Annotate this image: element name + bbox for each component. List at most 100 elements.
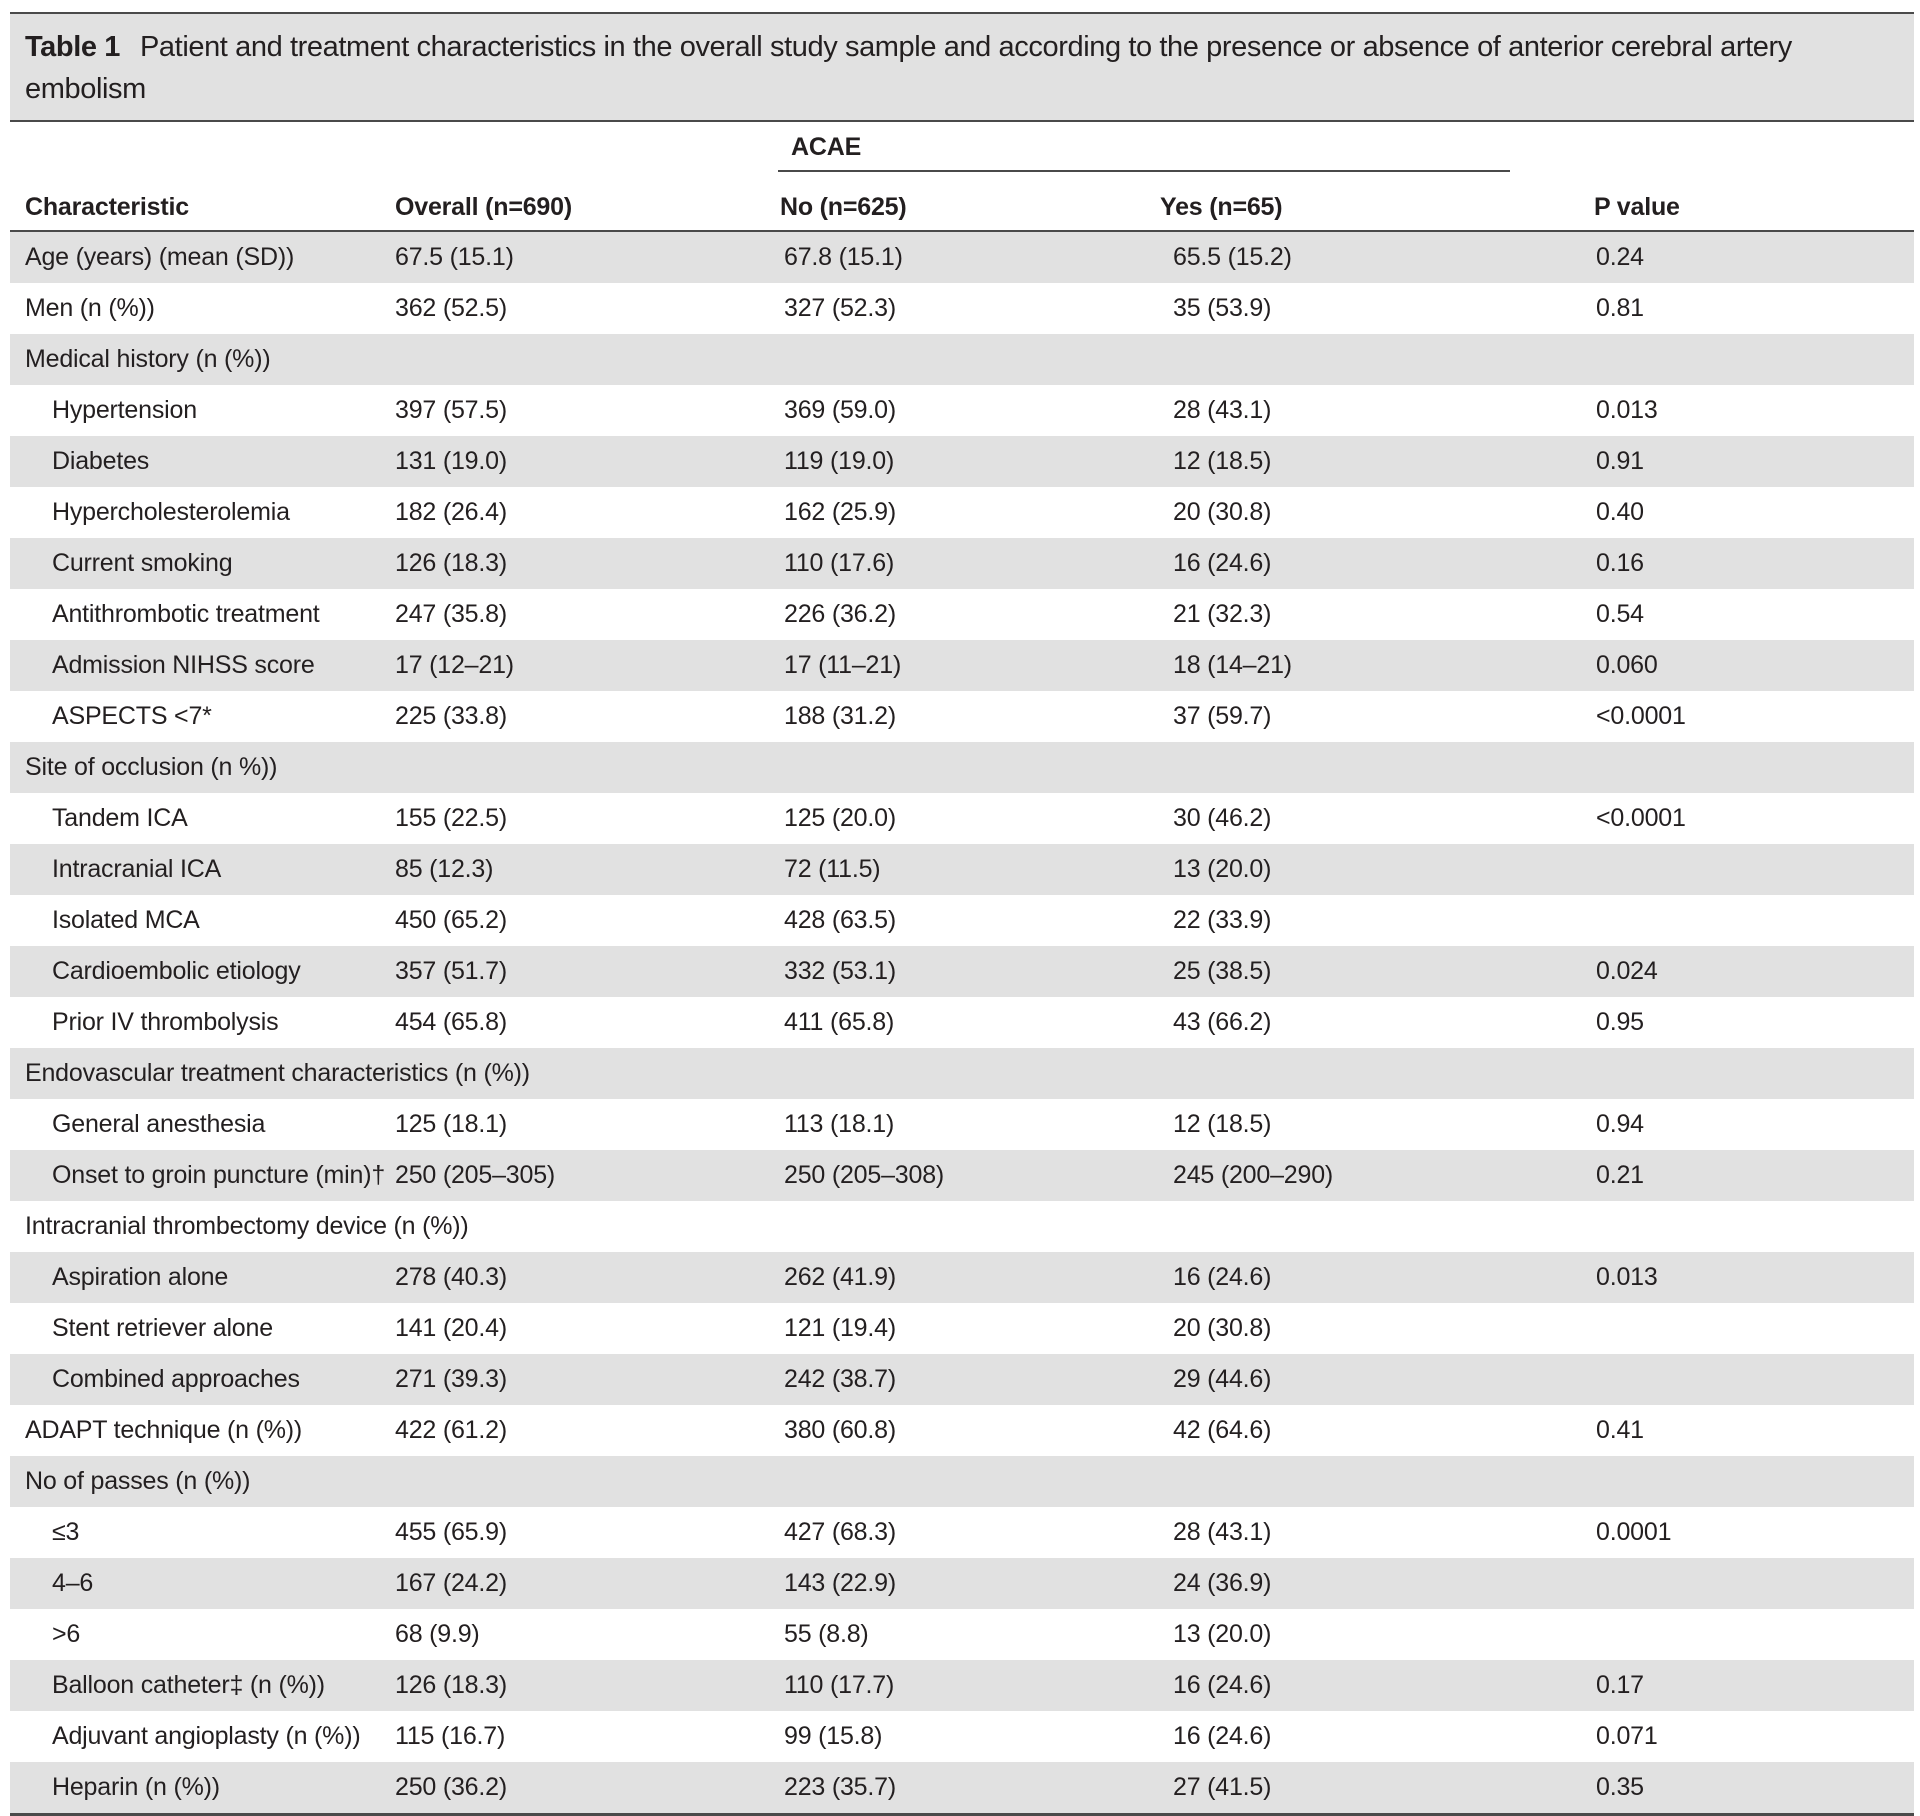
cell-characteristic: Hypercholesterolemia [10,487,394,538]
cell-no: 250 (205–308) [778,1150,1160,1201]
acae-group-label: ACAE [778,133,1511,172]
cell-p-value [1540,1048,1915,1099]
cell-characteristic: Age (years) (mean (SD)) [10,231,394,283]
table-row: Diabetes 131 (19.0) 119 (19.0) 12 (18.5) 0.9… [10,436,1915,487]
cell-p-value: 0.91 [1540,436,1915,487]
cell-p-value [1540,844,1915,895]
cell-no: 162 (25.9) [778,487,1160,538]
cell-p-value [1540,1354,1915,1405]
table-row: Antithrombotic treatment 247 (35.8) 226 (3… [10,589,1915,640]
table-row: Cardioembolic etiology 357 (51.7) 332 (53.… [10,946,1915,997]
cell-overall: 125 (18.1) [394,1099,778,1150]
cell-overall: 357 (51.7) [394,946,778,997]
cell-no: 188 (31.2) [778,691,1160,742]
cell-characteristic: Antithrombotic treatment [10,589,394,640]
table-row: Tandem ICA 155 (22.5) 125 (20.0) 30 (46.2) <… [10,793,1915,844]
table-row: Onset to groin puncture (min)† 250 (205–3… [10,1150,1915,1201]
cell-overall: 115 (16.7) [394,1711,778,1762]
cell-yes [1160,334,1541,385]
cell-overall: 455 (65.9) [394,1507,778,1558]
cell-no: 332 (53.1) [778,946,1160,997]
cell-no: 110 (17.7) [778,1660,1160,1711]
table-caption-label: Table 1 [25,31,120,63]
table-row: Adjuvant angioplasty (n (%)) 115 (16.7) 99… [10,1711,1915,1762]
cell-overall: 271 (39.3) [394,1354,778,1405]
cell-no: 327 (52.3) [778,283,1160,334]
cell-characteristic: Site of occlusion (n %)) [10,742,394,793]
cell-overall: 397 (57.5) [394,385,778,436]
table-row: Prior IV thrombolysis 454 (65.8) 411 (65.8… [10,997,1915,1048]
cell-p-value: 0.024 [1540,946,1915,997]
table-row: Isolated MCA 450 (65.2) 428 (63.5) 22 (33.9… [10,895,1915,946]
cell-no: 67.8 (15.1) [778,231,1160,283]
cell-overall: 155 (22.5) [394,793,778,844]
table-row: General anesthesia 125 (18.1) 113 (18.1) 12… [10,1099,1915,1150]
cell-yes: 30 (46.2) [1160,793,1541,844]
cell-yes: 28 (43.1) [1160,1507,1541,1558]
cell-overall: 454 (65.8) [394,997,778,1048]
cell-overall [394,1456,778,1507]
table-row: Combined approaches 271 (39.3) 242 (38.7) 2… [10,1354,1915,1405]
cell-p-value [1540,742,1915,793]
cell-yes: 43 (66.2) [1160,997,1541,1048]
cell-characteristic: No of passes (n (%)) [10,1456,394,1507]
cell-overall: 131 (19.0) [394,436,778,487]
cell-overall: 250 (205–305) [394,1150,778,1201]
cell-yes: 35 (53.9) [1160,283,1541,334]
cell-no: 428 (63.5) [778,895,1160,946]
cell-characteristic: Isolated MCA [10,895,394,946]
cell-overall: 250 (36.2) [394,1762,778,1816]
cell-overall: 126 (18.3) [394,538,778,589]
table-row: ADAPT technique (n (%)) 422 (61.2) 380 (60… [10,1405,1915,1456]
cell-no: 369 (59.0) [778,385,1160,436]
cell-p-value: 0.94 [1540,1099,1915,1150]
cell-no: 226 (36.2) [778,589,1160,640]
cell-p-value: 0.81 [1540,283,1915,334]
cell-no: 223 (35.7) [778,1762,1160,1816]
cell-characteristic: ≤3 [10,1507,394,1558]
cell-yes: 29 (44.6) [1160,1354,1541,1405]
cell-p-value [1540,895,1915,946]
cell-no: 110 (17.6) [778,538,1160,589]
cell-p-value: 0.95 [1540,997,1915,1048]
table-row: >6 68 (9.9) 55 (8.8) 13 (20.0) [10,1609,1915,1660]
cell-no [778,742,1160,793]
cell-p-value: 0.41 [1540,1405,1915,1456]
cell-yes [1160,1201,1541,1252]
cell-no: 242 (38.7) [778,1354,1160,1405]
cell-characteristic: Adjuvant angioplasty (n (%)) [10,1711,394,1762]
cell-yes: 21 (32.3) [1160,589,1541,640]
cell-characteristic: Cardioembolic etiology [10,946,394,997]
cell-p-value: 0.40 [1540,487,1915,538]
cell-overall [394,1201,778,1252]
cell-overall: 85 (12.3) [394,844,778,895]
cell-characteristic: Balloon catheter‡ (n (%)) [10,1660,394,1711]
cell-p-value: <0.0001 [1540,793,1915,844]
cell-p-value [1540,1558,1915,1609]
cell-p-value [1540,334,1915,385]
cell-characteristic: Men (n (%)) [10,283,394,334]
column-header-p-value: P value [1540,172,1915,232]
column-header-overall: Overall (n=690) [394,172,778,232]
cell-characteristic: Current smoking [10,538,394,589]
table-row: Hypercholesterolemia 182 (26.4) 162 (25.9)… [10,487,1915,538]
cell-p-value: 0.013 [1540,1252,1915,1303]
cell-overall: 141 (20.4) [394,1303,778,1354]
cell-overall [394,742,778,793]
cell-overall: 422 (61.2) [394,1405,778,1456]
cell-yes [1160,1456,1541,1507]
table-row: Current smoking 126 (18.3) 110 (17.6) 16 (2… [10,538,1915,589]
cell-no [778,1456,1160,1507]
cell-yes: 16 (24.6) [1160,1252,1541,1303]
cell-p-value: 0.54 [1540,589,1915,640]
cell-no: 143 (22.9) [778,1558,1160,1609]
cell-p-value: 0.35 [1540,1762,1915,1816]
table-row: No of passes (n (%)) [10,1456,1915,1507]
cell-characteristic: Heparin (n (%)) [10,1762,394,1816]
cell-no: 125 (20.0) [778,793,1160,844]
cell-p-value: <0.0001 [1540,691,1915,742]
column-header-characteristic: Characteristic [10,172,394,232]
cell-p-value: 0.0001 [1540,1507,1915,1558]
cell-yes [1160,1048,1541,1099]
cell-no: 55 (8.8) [778,1609,1160,1660]
